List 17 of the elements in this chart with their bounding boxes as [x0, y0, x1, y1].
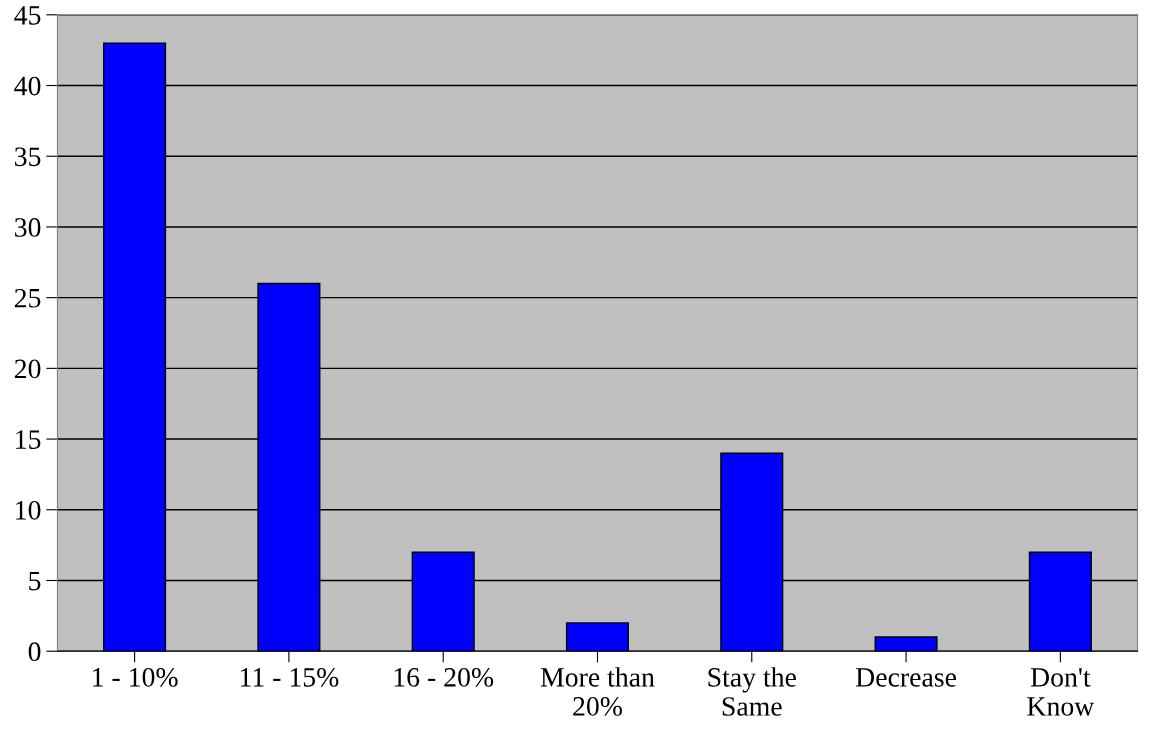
x-tick-label: Don't Know	[1027, 668, 1095, 716]
x-tick-label: 16 - 20%	[394, 667, 494, 687]
y-tick-label: 40	[14, 76, 41, 96]
x-tick-label: 11 - 15%	[240, 667, 339, 687]
x-tick-label: 1 - 10%	[93, 667, 178, 687]
y-tick-label: 0	[28, 642, 41, 662]
x-tick-label: Decrease	[855, 668, 956, 687]
x-tick-label: More than 20%	[540, 667, 655, 716]
y-tick-label: 15	[16, 430, 41, 449]
x-tick-label: Stay the Same	[708, 667, 796, 716]
y-tick-label: 20	[14, 359, 41, 379]
y-tick-label: 25	[14, 288, 41, 308]
y-tick-label: 10	[16, 500, 41, 520]
y-tick-label: 45	[14, 6, 41, 25]
y-tick-label: 5	[29, 571, 41, 591]
y-tick-label: 30	[15, 218, 41, 237]
y-tick-label: 35	[15, 147, 41, 167]
